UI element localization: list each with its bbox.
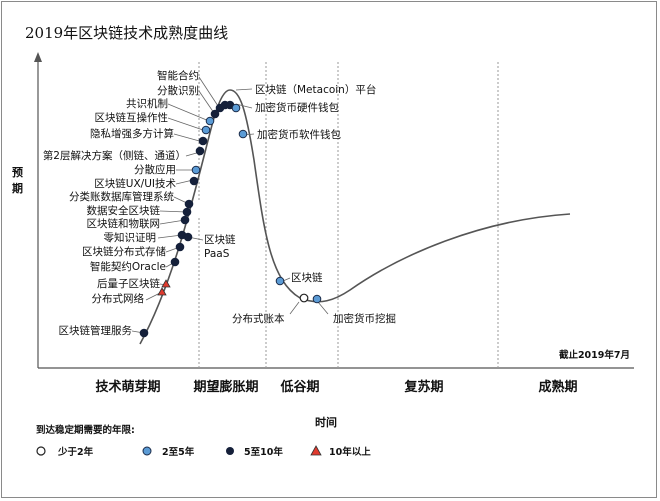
marker-post-quantum xyxy=(161,279,171,288)
legend-label-2to5: 2至5年 xyxy=(162,446,195,458)
tech-label-hardware-wallet: 加密货币硬件钱包 xyxy=(255,101,339,114)
marker-ledger-dbms xyxy=(184,199,194,209)
tech-label-software-wallet: 加密货币软件钱包 xyxy=(257,128,341,141)
legend-marker-lt2 xyxy=(36,446,46,456)
technology-labels: 智能合约 分散识别 共识机制 区块链互操作性 隐私增强多方计算 第2层解决方案（… xyxy=(43,69,396,337)
hype-curve xyxy=(139,89,571,345)
legend-label-lt2: 少于2年 xyxy=(57,446,94,458)
phase-label-trough: 低谷期 xyxy=(279,379,319,395)
y-axis-label-char-1: 预 xyxy=(12,165,23,179)
tech-label-distributed-storage: 区块链分布式存储 xyxy=(82,245,166,258)
marker-iot xyxy=(180,215,190,225)
phase-label-trigger: 技术萌芽期 xyxy=(95,379,160,395)
chart-title: 2019年区块链技术成熟度曲线 xyxy=(25,24,228,42)
tech-label-zkp: 零知识证明 xyxy=(104,231,157,244)
tech-label-smart-contract: 智能合约 xyxy=(157,69,199,82)
marker-oracle xyxy=(170,257,180,267)
markers-2-5-years xyxy=(191,103,322,304)
tech-label-ux-ui: 区块链UX/UI技术 xyxy=(94,177,176,190)
legend-marker-5to10 xyxy=(226,447,234,455)
marker-data-security xyxy=(182,207,192,217)
tech-label-paas: 区块链 PaaS xyxy=(204,233,236,260)
tech-label-data-security: 数据安全区块链 xyxy=(87,204,161,217)
phase-labels: 技术萌芽期 期望膨胀期 低谷期 复苏期 成熟期 xyxy=(95,379,577,395)
tech-label-distributed-ledger: 分布式账本 xyxy=(232,312,285,325)
x-axis-label: 时间 xyxy=(315,415,337,429)
marker-paas xyxy=(183,232,193,242)
legend-label-5to10: 5至10年 xyxy=(244,446,283,458)
tech-label-post-quantum: 后量子区块链 xyxy=(97,277,160,290)
marker-distributed-ledger xyxy=(299,293,309,303)
tech-label-iot: 区块链和物联网 xyxy=(87,217,161,230)
tech-label-interoperability: 区块链互操作性 xyxy=(95,111,169,124)
tech-label-blockchain: 区块链 xyxy=(291,271,323,284)
phase-label-plateau: 成熟期 xyxy=(538,379,577,395)
tech-label-layer2: 第2层解决方案（侧链、通道） xyxy=(43,149,186,162)
marker-dapps xyxy=(191,165,201,175)
marker-layer2 xyxy=(195,146,205,156)
marker-consensus xyxy=(205,116,215,126)
y-axis-label-char-2: 期 xyxy=(12,181,23,195)
date-note: 截止2019年7月 xyxy=(559,349,630,361)
legend: 到达稳定期需要的年限: 少于2年 2至5年 5至10年 10年以上 xyxy=(36,424,371,458)
marker-ux-ui xyxy=(189,176,199,186)
marker-interoperability xyxy=(201,125,211,135)
tech-label-paas-line1: 区块链 xyxy=(204,233,236,246)
tech-label-paas-line2: PaaS xyxy=(204,248,230,260)
legend-marker-2to5 xyxy=(142,446,152,456)
legend-label-gt10: 10年以上 xyxy=(329,446,371,458)
tech-label-distributed-network: 分布式网络 xyxy=(92,292,145,305)
marker-software-wallet xyxy=(231,103,241,113)
phase-label-peak: 期望膨胀期 xyxy=(193,379,258,395)
tech-label-managed-service: 区块链管理服务 xyxy=(59,324,133,337)
tech-label-dapps: 分散应用 xyxy=(134,163,176,176)
marker-software-wallet-2 xyxy=(238,129,248,139)
tech-label-ledger-dbms: 分类账数据库管理系统 xyxy=(69,190,174,203)
legend-marker-gt10 xyxy=(310,445,322,456)
leader-lines xyxy=(131,76,329,334)
y-axis-arrow xyxy=(34,52,42,62)
marker-privacy-mpc xyxy=(198,136,208,146)
tech-label-consensus: 共识机制 xyxy=(126,97,168,110)
marker-distributed-storage xyxy=(175,242,185,252)
marker-distributed-network xyxy=(157,287,167,296)
tech-label-crypto-mining: 加密货币挖掘 xyxy=(333,312,396,325)
tech-label-metacoin: 区块链（Metacoin）平台 xyxy=(255,83,376,96)
tech-label-decentralized-identity: 分散识别 xyxy=(157,84,199,97)
marker-managed-service xyxy=(139,328,149,338)
marker-decentralized-identity xyxy=(210,109,220,119)
marker-blockchain xyxy=(275,276,285,286)
tech-label-privacy-mpc: 隐私增强多方计算 xyxy=(90,127,174,140)
phase-label-slope: 复苏期 xyxy=(403,379,443,395)
marker-crypto-mining xyxy=(312,294,322,304)
legend-title: 到达稳定期需要的年限: xyxy=(36,424,135,436)
tech-label-oracle: 智能契约Oracle xyxy=(90,260,166,273)
